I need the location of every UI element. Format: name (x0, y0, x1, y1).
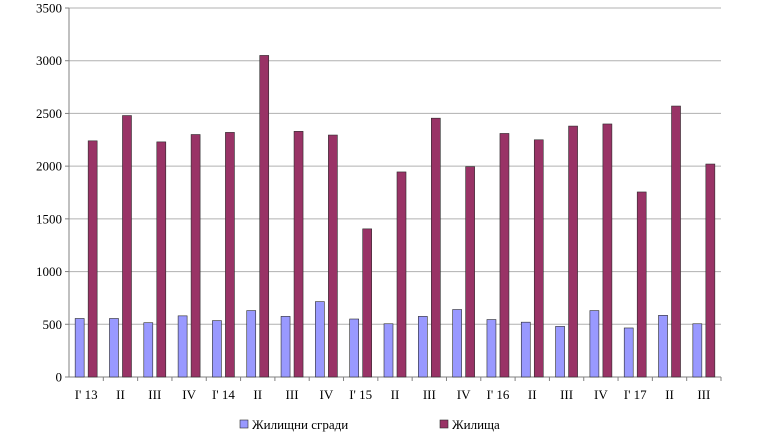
legend-label: Жилищни сгради (252, 417, 348, 432)
bar-dwellings (431, 117, 441, 378)
bar-dwellings (602, 123, 613, 378)
bar-dwellings (465, 166, 475, 378)
bar-residential-buildings (383, 323, 394, 378)
bar-dwellings (705, 163, 716, 378)
x-tick-label: IV (320, 387, 334, 402)
bar-residential-buildings (349, 318, 359, 378)
gridlines (69, 7, 721, 378)
y-tick-label: 3500 (36, 1, 62, 16)
bar-residential-buildings (246, 310, 257, 378)
bar-dwellings (636, 191, 647, 378)
x-tick-label: IV (457, 387, 471, 402)
y-tick-label: 500 (43, 317, 63, 332)
x-tick-label: III (560, 387, 573, 402)
legend-swatch (239, 419, 249, 429)
bar-dwellings (122, 115, 132, 378)
bar-residential-buildings (623, 327, 634, 378)
y-tick-label: 1500 (36, 211, 62, 226)
bar-residential-buildings (177, 315, 188, 378)
bar-residential-buildings (692, 323, 703, 378)
bar-residential-buildings (280, 316, 291, 378)
x-tick-label: I' 15 (349, 387, 372, 402)
y-tick-label: 2000 (36, 159, 62, 174)
bar-residential-buildings (555, 326, 565, 378)
legend: Жилищни сгради Жилища (239, 417, 500, 432)
bar-dwellings (259, 55, 270, 378)
x-tick-label: IV (182, 387, 196, 402)
bar-dwellings (328, 134, 338, 378)
bar-dwellings (293, 131, 304, 378)
y-tick-label: 2500 (36, 106, 62, 121)
bar-residential-buildings (589, 310, 600, 378)
bar-residential-buildings (315, 301, 325, 378)
x-tick-label: III (697, 387, 710, 402)
x-tick-label: II (116, 387, 125, 402)
x-tick-label: III (286, 387, 299, 402)
bar-residential-buildings (658, 315, 668, 378)
bar-dwellings (87, 140, 98, 378)
x-tick-label: II (253, 387, 262, 402)
bar-residential-buildings (452, 309, 462, 378)
bar-dwellings (568, 125, 578, 378)
bar-residential-buildings (212, 320, 222, 378)
bar-dwellings (362, 228, 372, 378)
x-tick-label: I' 13 (75, 387, 98, 402)
bar-residential-buildings (418, 316, 428, 378)
bar-dwellings (225, 132, 235, 378)
x-tick-label: IV (594, 387, 608, 402)
y-tick-label: 3000 (36, 53, 62, 68)
axes (65, 7, 722, 381)
x-tick-label: II (665, 387, 674, 402)
bar-residential-buildings (109, 318, 119, 378)
y-tick-label: 0 (56, 370, 63, 385)
x-tick-label: III (148, 387, 161, 402)
x-tick-label: III (423, 387, 436, 402)
bar-dwellings (671, 105, 681, 378)
bar-dwellings (396, 171, 407, 378)
bar-residential-buildings (486, 319, 497, 378)
bar-residential-buildings (74, 318, 85, 378)
y-tick-label: 1000 (36, 264, 62, 279)
x-tick-label: I' 14 (212, 387, 235, 402)
legend-label: Жилища (452, 417, 500, 432)
x-tick-label: I' 16 (486, 387, 509, 402)
bar-dwellings (156, 141, 167, 378)
x-tick-label: I' 17 (624, 387, 647, 402)
bars (74, 55, 716, 378)
x-tick-label: II (528, 387, 537, 402)
bar-dwellings (533, 139, 544, 378)
legend-swatch (439, 419, 449, 429)
bar-dwellings (190, 134, 201, 378)
bar-dwellings (499, 133, 510, 378)
x-tick-label: II (391, 387, 400, 402)
bar-residential-buildings (520, 321, 531, 378)
bar-residential-buildings (143, 322, 154, 378)
